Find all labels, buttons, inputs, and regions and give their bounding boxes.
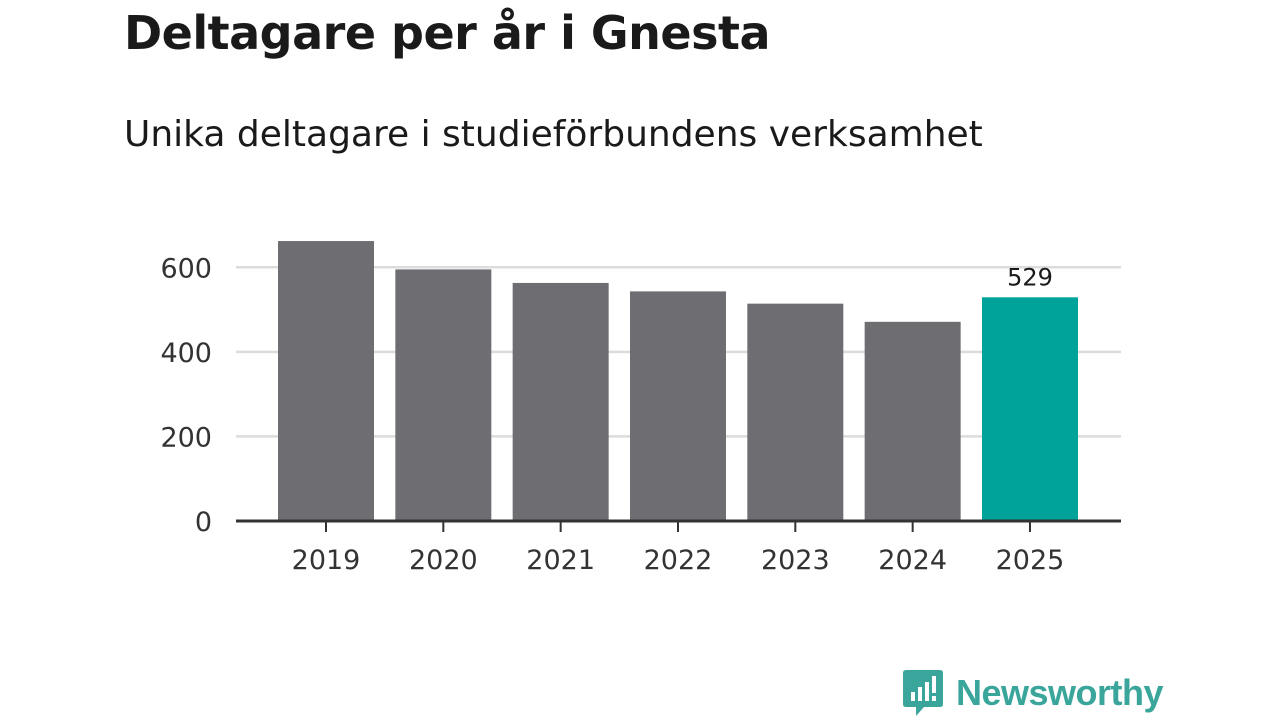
x-tick-label: 2024 bbox=[878, 545, 947, 576]
bar-chart: 0 200 400 600 2019 2020 2021 2022 2023 2024 2025 52… bbox=[160, 241, 1121, 576]
bar-2021 bbox=[512, 282, 609, 521]
x-tick-label: 2020 bbox=[409, 545, 478, 576]
y-tick-label: 400 bbox=[160, 338, 212, 369]
bar-2020 bbox=[395, 269, 492, 521]
x-tick-label: 2025 bbox=[996, 545, 1065, 576]
y-tick-label: 0 bbox=[195, 507, 212, 538]
bar-2022 bbox=[629, 291, 726, 521]
chart-title: Deltagare per år i Gnesta bbox=[124, 6, 771, 60]
x-tick-label: 2021 bbox=[526, 545, 595, 576]
data-label: 529 bbox=[1007, 263, 1053, 291]
newsworthy-logo-text: Newsworthy bbox=[956, 672, 1164, 713]
x-tick-label: 2022 bbox=[644, 545, 713, 576]
bar-2019 bbox=[278, 241, 374, 521]
bar-2025 bbox=[981, 297, 1078, 521]
x-tick-label: 2019 bbox=[292, 545, 361, 576]
newsworthy-logo: Newsworthy bbox=[902, 668, 1164, 718]
chart-subtitle: Unika deltagare i studieförbundens verks… bbox=[124, 114, 983, 155]
y-tick-label: 200 bbox=[160, 422, 212, 453]
newsworthy-logo-icon bbox=[903, 670, 943, 716]
bar-2023 bbox=[747, 303, 844, 521]
y-tick-label: 600 bbox=[160, 253, 212, 284]
x-tick-label: 2023 bbox=[761, 545, 830, 576]
bar-2024 bbox=[864, 321, 961, 521]
